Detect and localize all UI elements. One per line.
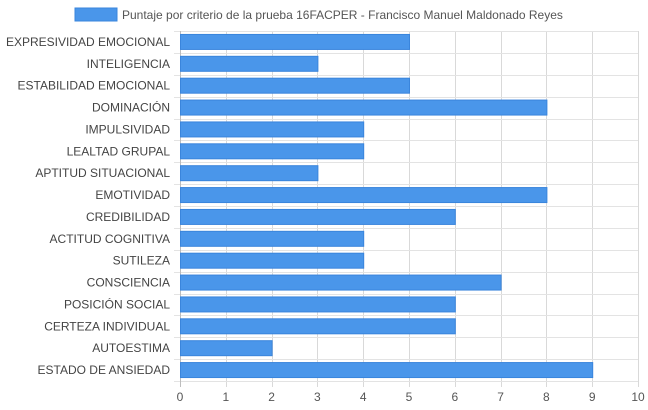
category-label: ESTABILIDAD EMOCIONAL — [18, 79, 171, 93]
bar[interactable] — [180, 296, 456, 313]
x-tick-label: 5 — [406, 390, 413, 404]
bar[interactable] — [180, 55, 319, 72]
legend-swatch — [74, 7, 118, 22]
category-label: IMPULSIVIDAD — [85, 122, 170, 136]
bar[interactable] — [180, 165, 319, 182]
bar[interactable] — [180, 230, 365, 247]
category-label: DOMINACIÓN — [92, 100, 170, 115]
bar[interactable] — [180, 99, 548, 116]
bar[interactable] — [180, 187, 548, 204]
x-tick-label: 3 — [314, 390, 321, 404]
category-label: LEALTAD GRUPAL — [67, 144, 171, 158]
bar[interactable] — [180, 274, 502, 291]
x-tick-label: 9 — [589, 390, 596, 404]
category-label: ACTITUD COGNITIVA — [50, 232, 170, 246]
x-tick-label: 7 — [497, 390, 504, 404]
x-tick-label: 8 — [543, 390, 550, 404]
x-tick-label: 4 — [360, 390, 367, 404]
category-label: EMOTIVIDAD — [95, 188, 170, 202]
bar[interactable] — [180, 143, 365, 160]
category-label: EXPRESIVIDAD EMOCIONAL — [6, 35, 170, 49]
x-axis-ticks: 0 1 2 3 4 5 6 7 8 9 10 — [177, 390, 645, 404]
bar[interactable] — [180, 121, 365, 138]
x-tick-label: 10 — [631, 390, 645, 404]
x-tick-label: 0 — [177, 390, 184, 404]
category-label: CONSCIENCIA — [87, 276, 170, 290]
category-label: CERTEZA INDIVIDUAL — [44, 319, 170, 333]
category-labels: EXPRESIVIDAD EMOCIONAL INTELIGENCIA ESTABI… — [6, 35, 170, 377]
legend-label: Puntaje por criterio de la prueba 16FACP… — [122, 8, 563, 22]
bar[interactable] — [180, 318, 456, 335]
category-label: POSICIÓN SOCIAL — [64, 296, 170, 311]
x-tick-label: 6 — [451, 390, 458, 404]
x-tick-label: 2 — [268, 390, 275, 404]
category-label: SUTILEZA — [113, 254, 170, 268]
category-label: ESTADO DE ANSIEDAD — [38, 363, 171, 377]
bar[interactable] — [180, 77, 410, 94]
bars — [180, 33, 594, 379]
bar[interactable] — [180, 340, 273, 357]
category-label: INTELIGENCIA — [87, 57, 170, 71]
bar[interactable] — [180, 362, 594, 379]
bar[interactable] — [180, 208, 456, 225]
category-label: AUTOESTIMA — [92, 341, 170, 355]
category-label: APTITUD SITUACIONAL — [35, 166, 170, 180]
bar[interactable] — [180, 33, 410, 50]
x-tick-label: 1 — [222, 390, 229, 404]
bar[interactable] — [180, 252, 365, 269]
legend[interactable]: Puntaje por criterio de la prueba 16FACP… — [74, 7, 563, 22]
category-label: CREDIBILIDAD — [86, 210, 170, 224]
